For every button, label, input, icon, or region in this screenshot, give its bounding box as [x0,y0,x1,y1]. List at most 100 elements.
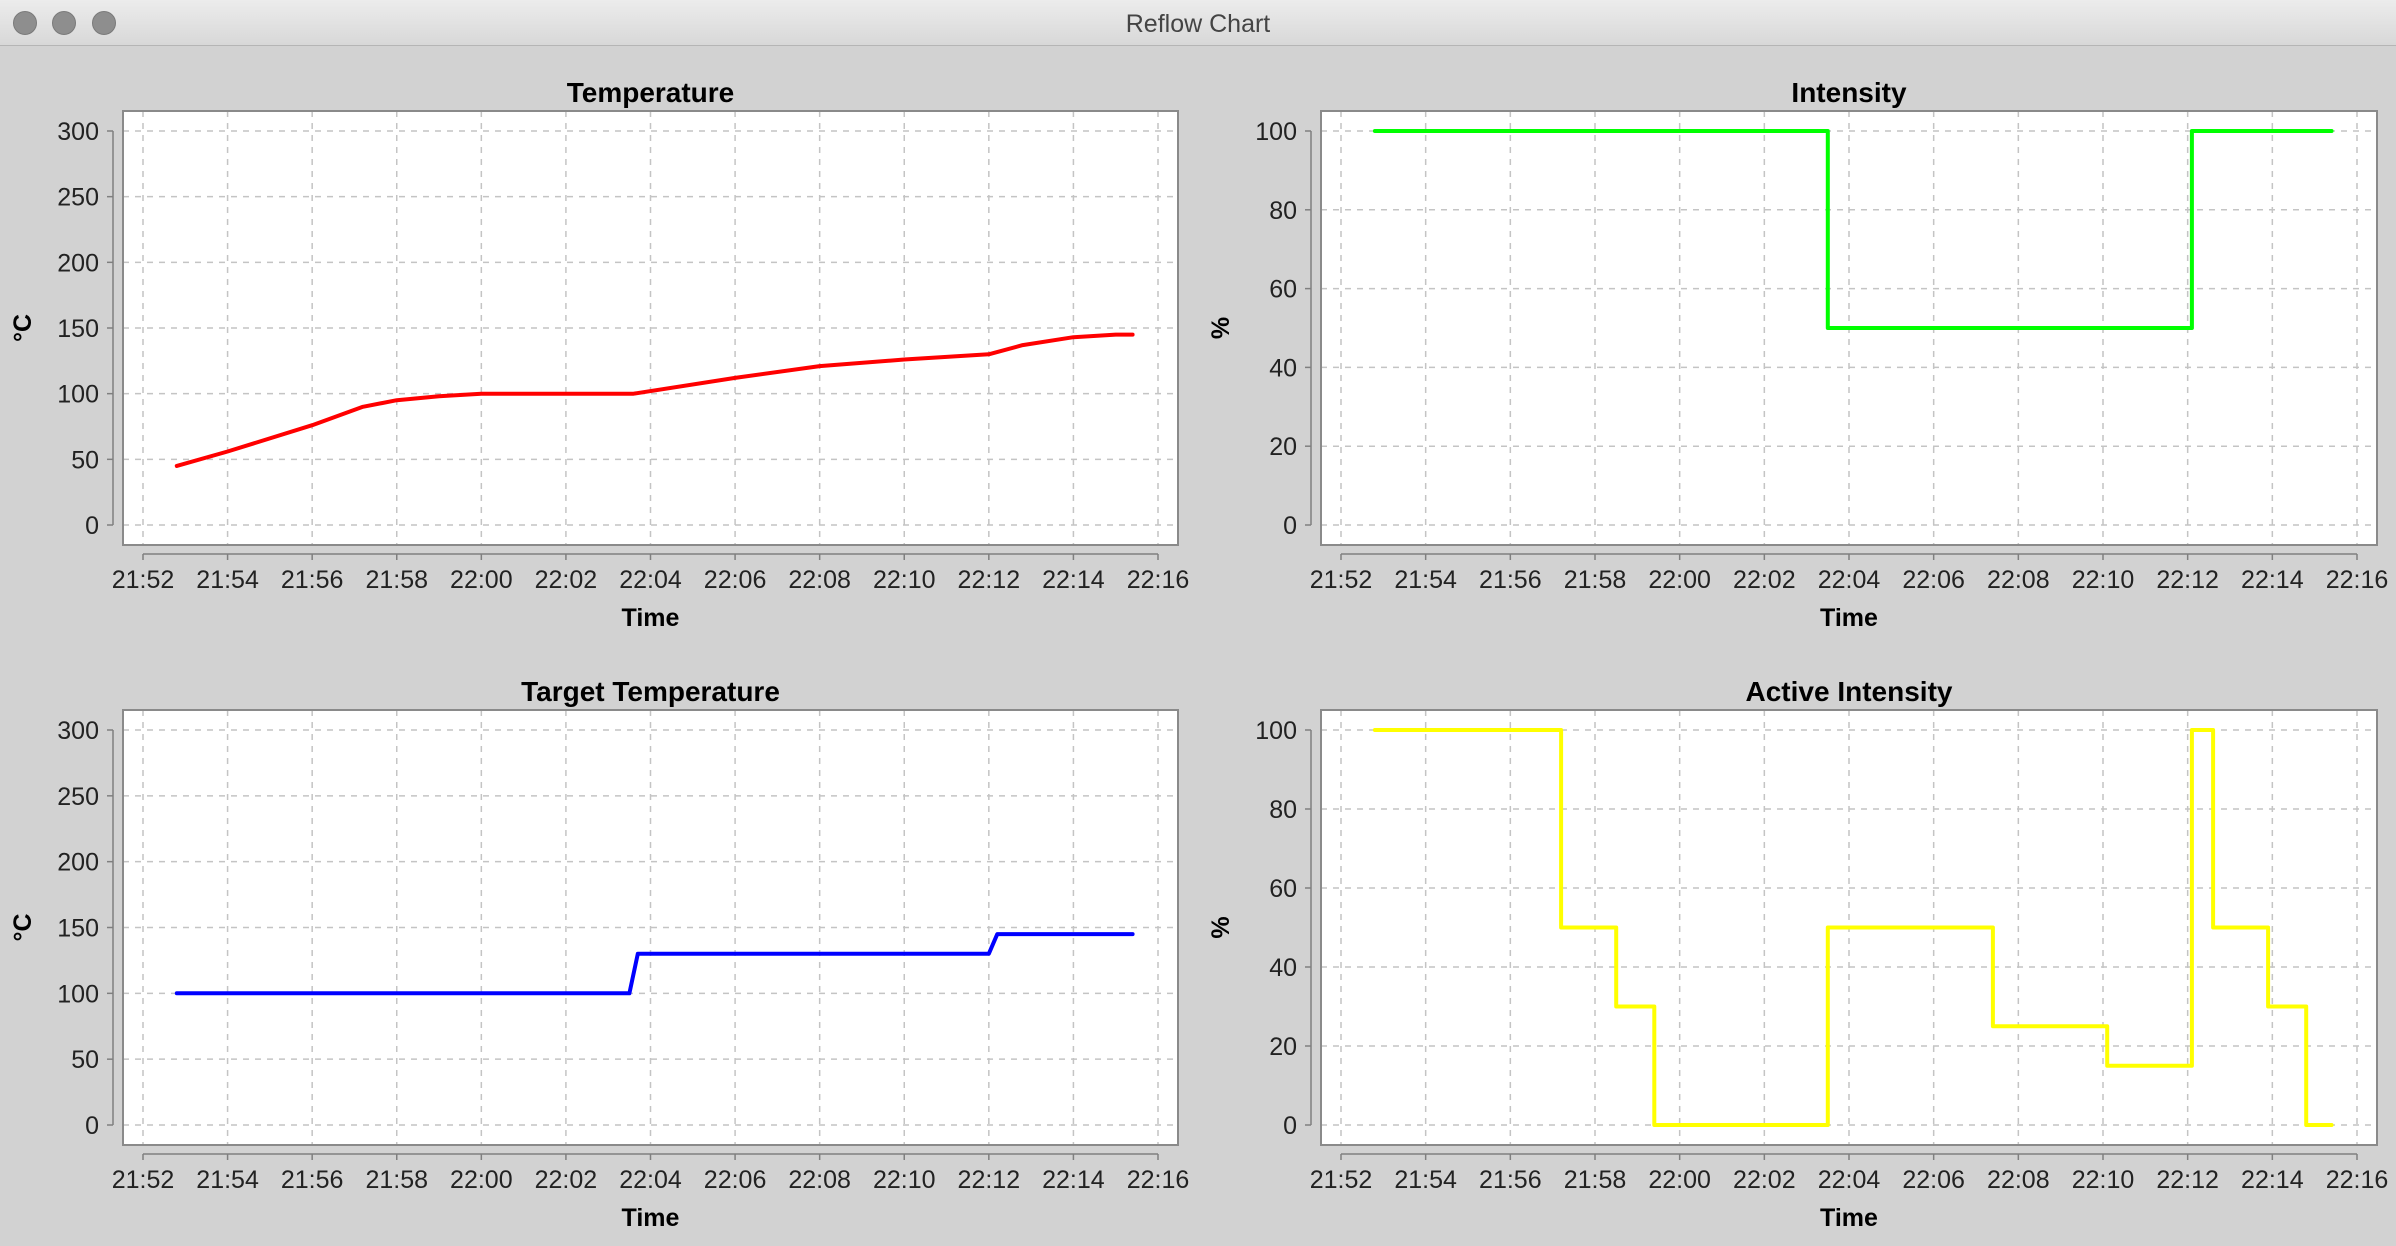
x-tick-label: 22:02 [1733,566,1796,594]
chart-title: Temperature [567,77,735,108]
x-tick-label: 22:16 [2326,1166,2389,1194]
y-tick-label: 150 [57,315,99,343]
chart-title: Active Intensity [1746,676,1953,707]
y-tick-label: 20 [1269,433,1297,461]
x-tick-label: 22:06 [1902,566,1965,594]
y-tick-label: 40 [1269,354,1297,382]
y-tick-label: 300 [57,118,99,146]
temperature-series-line [174,332,1135,468]
y-tick-label: 100 [1255,118,1297,146]
x-tick-label: 22:00 [450,566,513,594]
y-axis-label: % [1207,916,1235,938]
y-tick-label: 40 [1269,954,1297,982]
x-tick-label: 21:54 [196,1166,259,1194]
y-axis-label: °C [9,314,37,342]
x-tick-label: 22:14 [1042,566,1105,594]
x-tick-label: 22:00 [1648,566,1711,594]
active-intensity-series-line [1372,728,2334,1127]
x-tick-label: 22:02 [535,566,598,594]
x-tick-label: 22:14 [1042,1166,1105,1194]
target-temperature-series-line [174,932,1135,996]
close-window-button[interactable] [13,11,37,35]
x-tick-label: 21:52 [112,1166,175,1194]
x-tick-label: 21:54 [1394,566,1457,594]
x-tick-label: 22:02 [1733,1166,1796,1194]
y-tick-label: 200 [57,849,99,877]
x-tick-label: 22:04 [619,566,682,594]
x-tick-label: 22:16 [1127,1166,1190,1194]
x-tick-label: 21:56 [1479,566,1542,594]
y-tick-label: 200 [57,249,99,277]
y-tick-label: 100 [57,980,99,1008]
x-tick-label: 21:56 [281,1166,344,1194]
x-tick-label: 22:10 [2072,1166,2135,1194]
y-tick-label: 80 [1269,197,1297,225]
x-tick-label: 22:14 [2241,1166,2304,1194]
x-axis-label: Time [622,604,680,632]
x-tick-label: 21:52 [1310,1166,1373,1194]
x-tick-label: 21:54 [196,566,259,594]
y-tick-label: 150 [57,915,99,943]
x-tick-label: 22:16 [1127,566,1190,594]
x-tick-label: 22:04 [1818,566,1881,594]
x-tick-label: 22:12 [2156,566,2219,594]
x-tick-label: 21:58 [365,1166,428,1194]
x-tick-label: 22:06 [1902,1166,1965,1194]
y-tick-label: 300 [57,717,99,745]
y-tick-label: 60 [1269,276,1297,304]
x-tick-label: 22:12 [958,1166,1021,1194]
y-tick-label: 0 [85,512,99,540]
y-tick-label: 0 [1283,512,1297,540]
x-tick-label: 22:08 [1987,566,2050,594]
y-tick-label: 250 [57,184,99,212]
x-tick-label: 21:58 [365,566,428,594]
x-tick-label: 22:00 [1648,1166,1711,1194]
x-tick-label: 22:02 [535,1166,598,1194]
x-tick-label: 22:16 [2326,566,2389,594]
y-axis-label: °C [9,913,37,941]
x-tick-label: 22:06 [704,566,767,594]
x-axis-label: Time [1820,1204,1878,1232]
y-tick-label: 50 [71,1046,99,1074]
x-axis-label: Time [622,1204,680,1232]
active-intensity-chart: 0 20 40 60 80 100 21:52 21:54 21:56 21:58 22:00 22:… [1207,676,2388,1232]
x-tick-label: 22:08 [1987,1166,2050,1194]
x-tick-label: 22:14 [2241,566,2304,594]
chart-title: Target Temperature [521,676,780,707]
y-tick-label: 100 [57,381,99,409]
x-tick-label: 22:10 [2072,566,2135,594]
y-tick-label: 250 [57,783,99,811]
intensity-chart: 0 20 40 60 80 100 21:52 21:54 21:56 21:58 22:00 22:… [1207,77,2388,632]
y-tick-label: 20 [1269,1033,1297,1061]
intensity-series-line [1372,129,2334,330]
temperature-chart: 0 50 100 150 200 250 300 21:52 21:54 21:56 21:58 22… [9,77,1189,632]
x-tick-label: 22:10 [873,566,936,594]
y-axis-label: % [1207,317,1235,339]
x-tick-label: 21:52 [1310,566,1373,594]
y-tick-label: 100 [1255,717,1297,745]
y-tick-label: 0 [85,1112,99,1140]
zoom-window-button[interactable] [92,11,116,35]
x-tick-label: 22:08 [788,1166,851,1194]
y-tick-label: 80 [1269,796,1297,824]
x-tick-label: 22:04 [1818,1166,1881,1194]
x-tick-label: 21:56 [1479,1166,1542,1194]
plot-border [122,709,1179,1146]
plot-border [122,110,1179,546]
minimize-window-button[interactable] [52,11,76,35]
x-tick-label: 21:58 [1564,1166,1627,1194]
x-tick-label: 22:00 [450,1166,513,1194]
x-tick-label: 22:12 [2156,1166,2219,1194]
title-bar[interactable]: Reflow Chart [0,0,2396,46]
y-tick-label: 50 [71,446,99,474]
y-tick-label: 0 [1283,1112,1297,1140]
window-title: Reflow Chart [1125,10,1271,38]
x-tick-label: 22:12 [958,566,1021,594]
target-temperature-chart: 0 50 100 150 200 250 300 21:52 21:54 21:56 21:58 22… [9,676,1189,1232]
x-tick-label: 21:52 [112,566,175,594]
chart-title: Intensity [1791,77,1907,108]
x-tick-label: 22:06 [704,1166,767,1194]
x-tick-label: 21:54 [1394,1166,1457,1194]
